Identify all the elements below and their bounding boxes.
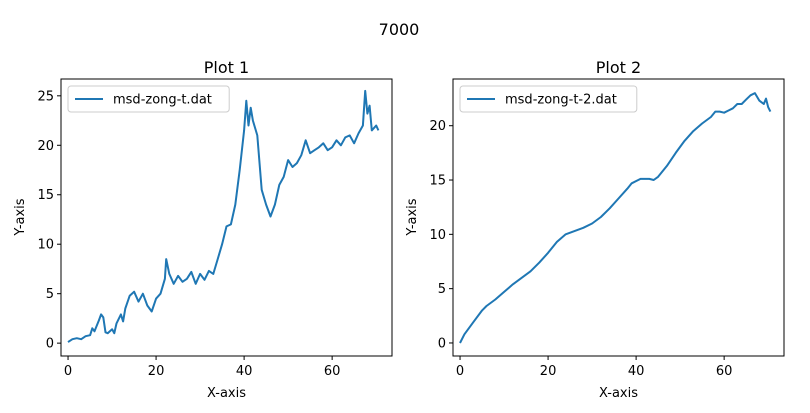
y-tick-label: 20 (37, 139, 54, 154)
chart-title: Plot 1 (204, 58, 249, 77)
y-tick-label: 20 (429, 119, 446, 134)
legend-label: msd-zong-t.dat (113, 93, 212, 108)
legend: msd-zong-t-2.dat (459, 85, 638, 113)
axes-frame (60, 78, 393, 357)
chart-plot-2: Plot 2 X-axis Y-axis 0 20 40 60 0 5 10 15 20 msd-… (405, 58, 785, 401)
y-tick-label: 5 (46, 287, 54, 302)
y-tick-label: 10 (37, 238, 54, 253)
axes-frame (452, 78, 785, 357)
y-axis-label: Y-axis (13, 198, 28, 236)
y-tick-label: 0 (46, 337, 54, 352)
legend: msd-zong-t.dat (67, 85, 230, 113)
chart-plot-1: Plot 1 X-axis Y-axis 0 20 40 60 0 5 10 15 20 25 ms… (13, 58, 393, 401)
y-tick-label: 15 (37, 188, 54, 203)
x-tick-label: 20 (148, 364, 165, 379)
plot-area: 0 20 40 60 0 5 10 15 20 msd-zong-t-2.dat (429, 78, 785, 379)
series-line-0 (459, 92, 772, 344)
y-tick-label: 10 (429, 228, 446, 243)
y-axis-label: Y-axis (405, 198, 420, 236)
y-tick-label: 0 (438, 336, 446, 351)
y-tick-label: 25 (37, 89, 54, 104)
figure-suptitle: 7000 (379, 20, 420, 39)
plot-area: 0 20 40 60 0 5 10 15 20 25 msd-zong-t.dat (37, 78, 393, 379)
x-tick-label: 0 (64, 364, 72, 379)
y-tick-label: 15 (429, 174, 446, 189)
chart-title: Plot 2 (596, 58, 641, 77)
x-tick-label: 60 (324, 364, 341, 379)
legend-label: msd-zong-t-2.dat (505, 93, 617, 108)
legend-frame (459, 85, 638, 113)
x-tick-label: 60 (716, 364, 733, 379)
y-tick-label: 5 (438, 282, 446, 297)
x-tick-label: 40 (628, 364, 645, 379)
x-axis-label: X-axis (599, 386, 638, 401)
x-tick-label: 0 (456, 364, 464, 379)
x-tick-label: 40 (236, 364, 253, 379)
legend-frame (67, 85, 230, 113)
x-tick-label: 20 (540, 364, 557, 379)
series-line-0 (67, 89, 380, 343)
x-axis-label: X-axis (207, 386, 246, 401)
